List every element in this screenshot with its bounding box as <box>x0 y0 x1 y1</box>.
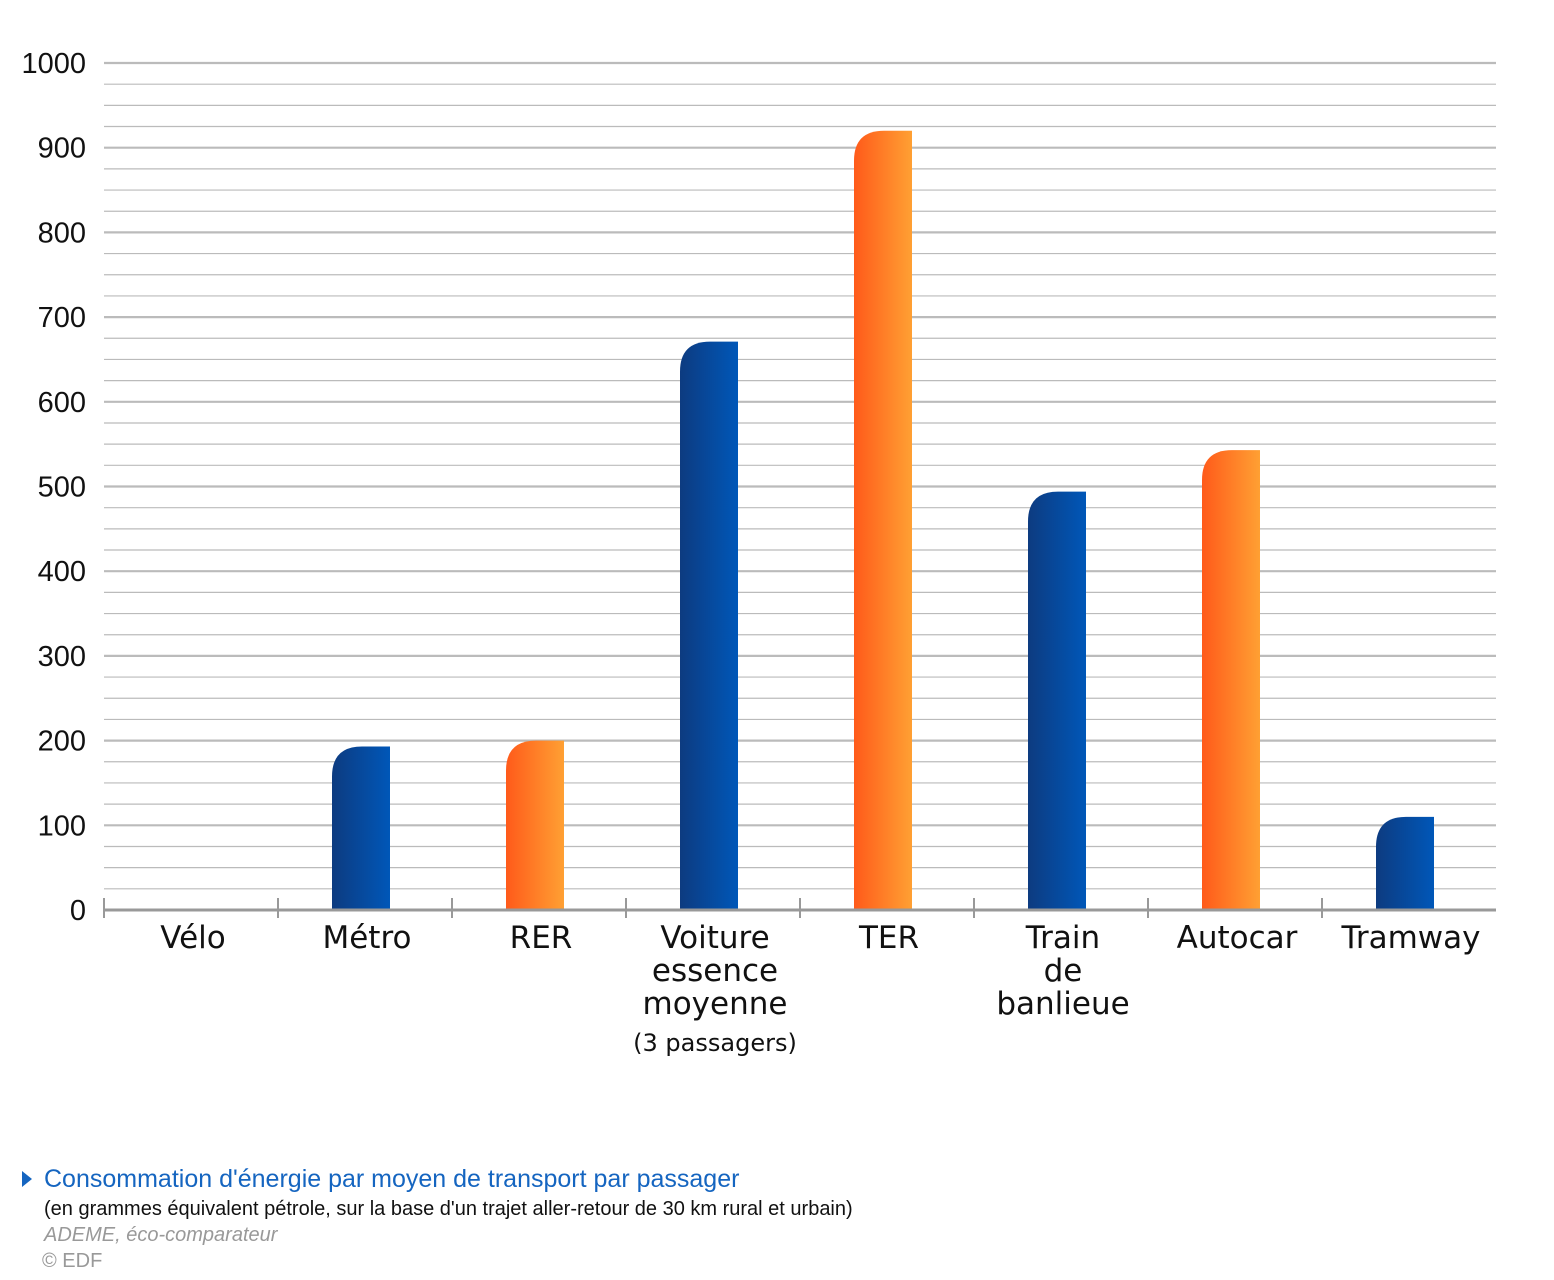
chart-title: Consommation d'énergie par moyen de tran… <box>44 1164 740 1193</box>
gridlines <box>104 61 1496 890</box>
y-tick-label: 300 <box>38 641 86 673</box>
y-tick-label: 200 <box>38 726 86 758</box>
bar <box>854 130 912 910</box>
x-category-label: Tramway <box>1340 920 1480 956</box>
bar <box>1028 491 1086 910</box>
y-tick-label: 1000 <box>21 48 86 80</box>
chart-source: ADEME, éco-comparateur <box>44 1224 278 1246</box>
x-category-label: RER <box>510 920 573 956</box>
x-category-label: Autocar <box>1177 920 1298 956</box>
caret-right-icon <box>22 1171 32 1187</box>
y-tick-label: 900 <box>38 133 86 165</box>
chart-subtitle: (en grammes équivalent pétrole, sur la b… <box>44 1198 853 1220</box>
chart-copyright: © EDF <box>42 1250 103 1272</box>
bar <box>1202 450 1260 910</box>
y-tick-label: 0 <box>70 895 86 927</box>
bar <box>506 740 564 910</box>
y-tick-label: 100 <box>38 810 86 842</box>
y-tick-label: 500 <box>38 472 86 504</box>
x-category-label: Métro <box>322 920 411 956</box>
bar-chart: 0 100 200 300 400 500 600 700 800 900 1000 Vélo Mét… <box>21 48 1496 1057</box>
caption-title-row: Consommation d'énergie par moyen de tran… <box>22 1162 1522 1196</box>
bars <box>332 130 1434 911</box>
bar <box>332 746 390 910</box>
y-tick-label: 600 <box>38 387 86 419</box>
x-category-label: TER <box>858 920 919 956</box>
bar <box>680 341 738 911</box>
x-category-label: Vélo <box>160 920 225 956</box>
x-category-label: Voiture essence moyenne (3 passagers) <box>633 920 797 1057</box>
chart-caption: Consommation d'énergie par moyen de tran… <box>22 1162 1522 1274</box>
x-category-label: Train de banlieue <box>996 920 1129 1022</box>
x-axis-labels: Vélo Métro RER Voiture essence moyenne (3 pass… <box>160 920 1480 1057</box>
y-tick-label: 400 <box>38 556 86 588</box>
y-tick-label: 800 <box>38 217 86 249</box>
bar <box>1376 816 1434 910</box>
y-axis-ticks: 0 100 200 300 400 500 600 700 800 900 1000 <box>21 48 86 927</box>
y-tick-label: 700 <box>38 302 86 334</box>
x-axis <box>103 898 1496 918</box>
